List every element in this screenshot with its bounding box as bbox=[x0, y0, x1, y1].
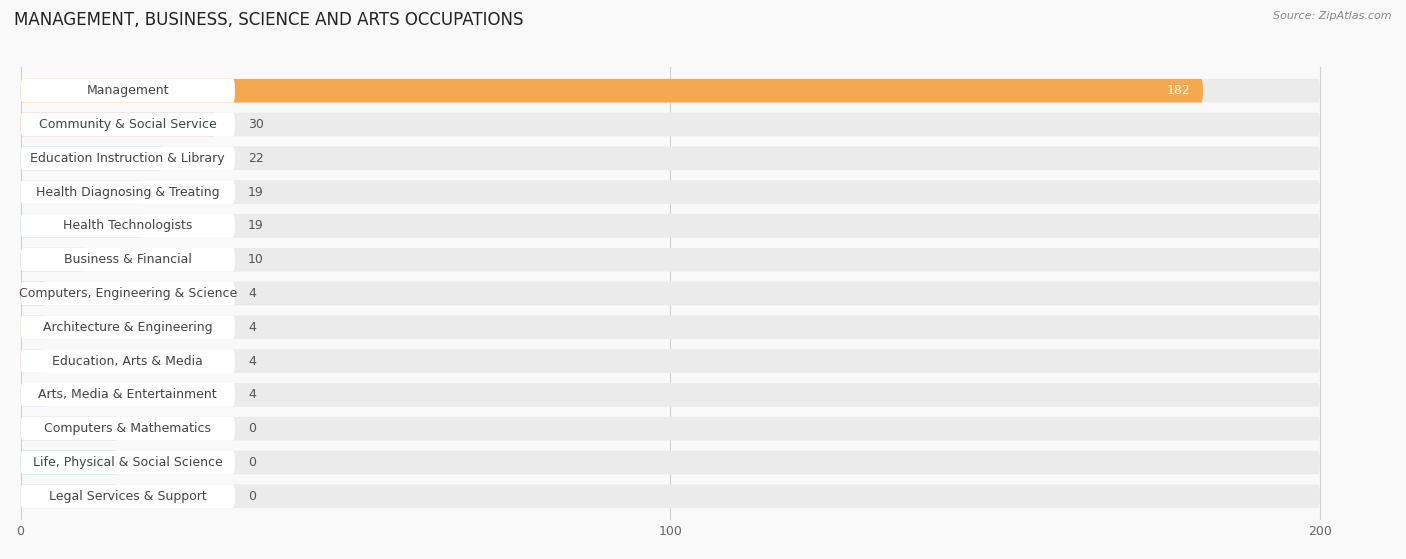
FancyBboxPatch shape bbox=[21, 485, 235, 508]
Text: Computers, Engineering & Science: Computers, Engineering & Science bbox=[18, 287, 236, 300]
Text: MANAGEMENT, BUSINESS, SCIENCE AND ARTS OCCUPATIONS: MANAGEMENT, BUSINESS, SCIENCE AND ARTS O… bbox=[14, 11, 523, 29]
Text: 19: 19 bbox=[247, 186, 264, 198]
Text: 10: 10 bbox=[247, 253, 264, 266]
Text: 4: 4 bbox=[247, 389, 256, 401]
Text: Legal Services & Support: Legal Services & Support bbox=[49, 490, 207, 503]
FancyBboxPatch shape bbox=[21, 485, 118, 508]
FancyBboxPatch shape bbox=[21, 315, 1320, 339]
FancyBboxPatch shape bbox=[21, 248, 235, 272]
FancyBboxPatch shape bbox=[21, 248, 1320, 272]
Text: Business & Financial: Business & Financial bbox=[63, 253, 191, 266]
Text: 0: 0 bbox=[247, 422, 256, 435]
Text: 4: 4 bbox=[247, 321, 256, 334]
FancyBboxPatch shape bbox=[21, 180, 143, 204]
Text: 4: 4 bbox=[247, 354, 256, 368]
Text: 19: 19 bbox=[247, 219, 264, 233]
FancyBboxPatch shape bbox=[21, 113, 1320, 136]
FancyBboxPatch shape bbox=[21, 451, 1320, 474]
Text: Architecture & Engineering: Architecture & Engineering bbox=[44, 321, 212, 334]
FancyBboxPatch shape bbox=[21, 315, 235, 339]
Text: 0: 0 bbox=[247, 456, 256, 469]
Text: 22: 22 bbox=[247, 152, 264, 165]
FancyBboxPatch shape bbox=[21, 282, 1320, 305]
FancyBboxPatch shape bbox=[21, 113, 235, 136]
Text: 30: 30 bbox=[247, 118, 264, 131]
Text: Education, Arts & Media: Education, Arts & Media bbox=[52, 354, 204, 368]
FancyBboxPatch shape bbox=[21, 79, 1204, 102]
Text: Health Technologists: Health Technologists bbox=[63, 219, 193, 233]
FancyBboxPatch shape bbox=[21, 248, 86, 272]
FancyBboxPatch shape bbox=[21, 214, 1320, 238]
FancyBboxPatch shape bbox=[21, 349, 1320, 373]
FancyBboxPatch shape bbox=[21, 349, 46, 373]
FancyBboxPatch shape bbox=[21, 113, 215, 136]
FancyBboxPatch shape bbox=[21, 146, 163, 170]
Text: Health Diagnosing & Treating: Health Diagnosing & Treating bbox=[37, 186, 219, 198]
Text: Arts, Media & Entertainment: Arts, Media & Entertainment bbox=[38, 389, 217, 401]
FancyBboxPatch shape bbox=[21, 451, 235, 474]
FancyBboxPatch shape bbox=[21, 383, 1320, 407]
FancyBboxPatch shape bbox=[21, 417, 118, 440]
FancyBboxPatch shape bbox=[21, 417, 235, 440]
Text: Computers & Mathematics: Computers & Mathematics bbox=[44, 422, 211, 435]
FancyBboxPatch shape bbox=[21, 417, 1320, 440]
FancyBboxPatch shape bbox=[21, 79, 1320, 102]
Text: Community & Social Service: Community & Social Service bbox=[39, 118, 217, 131]
FancyBboxPatch shape bbox=[21, 180, 235, 204]
FancyBboxPatch shape bbox=[21, 451, 118, 474]
FancyBboxPatch shape bbox=[21, 180, 1320, 204]
Text: 182: 182 bbox=[1166, 84, 1189, 97]
Text: Management: Management bbox=[87, 84, 169, 97]
Text: Life, Physical & Social Science: Life, Physical & Social Science bbox=[32, 456, 222, 469]
FancyBboxPatch shape bbox=[21, 485, 1320, 508]
FancyBboxPatch shape bbox=[21, 214, 235, 238]
FancyBboxPatch shape bbox=[21, 282, 235, 305]
FancyBboxPatch shape bbox=[21, 146, 1320, 170]
FancyBboxPatch shape bbox=[21, 383, 235, 407]
FancyBboxPatch shape bbox=[21, 383, 46, 407]
Text: 4: 4 bbox=[247, 287, 256, 300]
Text: 0: 0 bbox=[247, 490, 256, 503]
FancyBboxPatch shape bbox=[21, 282, 46, 305]
Text: Education Instruction & Library: Education Instruction & Library bbox=[31, 152, 225, 165]
FancyBboxPatch shape bbox=[21, 315, 46, 339]
FancyBboxPatch shape bbox=[21, 146, 235, 170]
FancyBboxPatch shape bbox=[21, 79, 235, 102]
Text: Source: ZipAtlas.com: Source: ZipAtlas.com bbox=[1274, 11, 1392, 21]
FancyBboxPatch shape bbox=[21, 349, 235, 373]
FancyBboxPatch shape bbox=[21, 214, 143, 238]
